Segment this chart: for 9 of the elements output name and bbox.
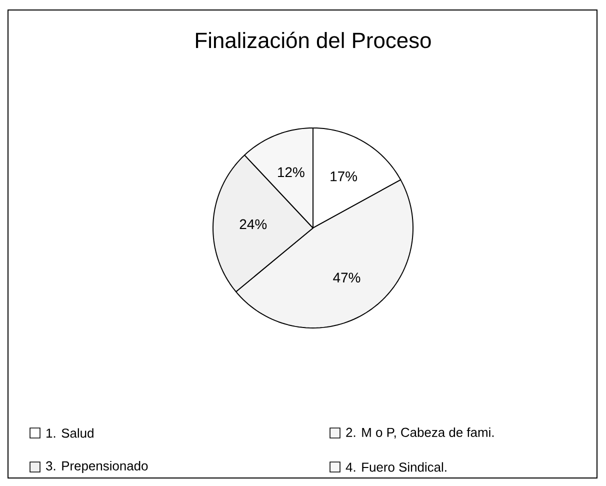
legend-label: 3. Prepensionado <box>46 460 148 474</box>
legend-label: 2. M o P, Cabeza de fami. <box>346 427 494 439</box>
chart-title: Finalización del Proceso <box>196 32 431 48</box>
data-label: 12% <box>278 167 304 178</box>
legend-label: 4. Fuero Sindical. <box>346 462 446 472</box>
data-label: 24% <box>240 219 267 230</box>
legend-label: 1. Salud <box>46 428 94 438</box>
data-label: 47% <box>333 272 360 282</box>
data-label: 17% <box>330 171 358 182</box>
